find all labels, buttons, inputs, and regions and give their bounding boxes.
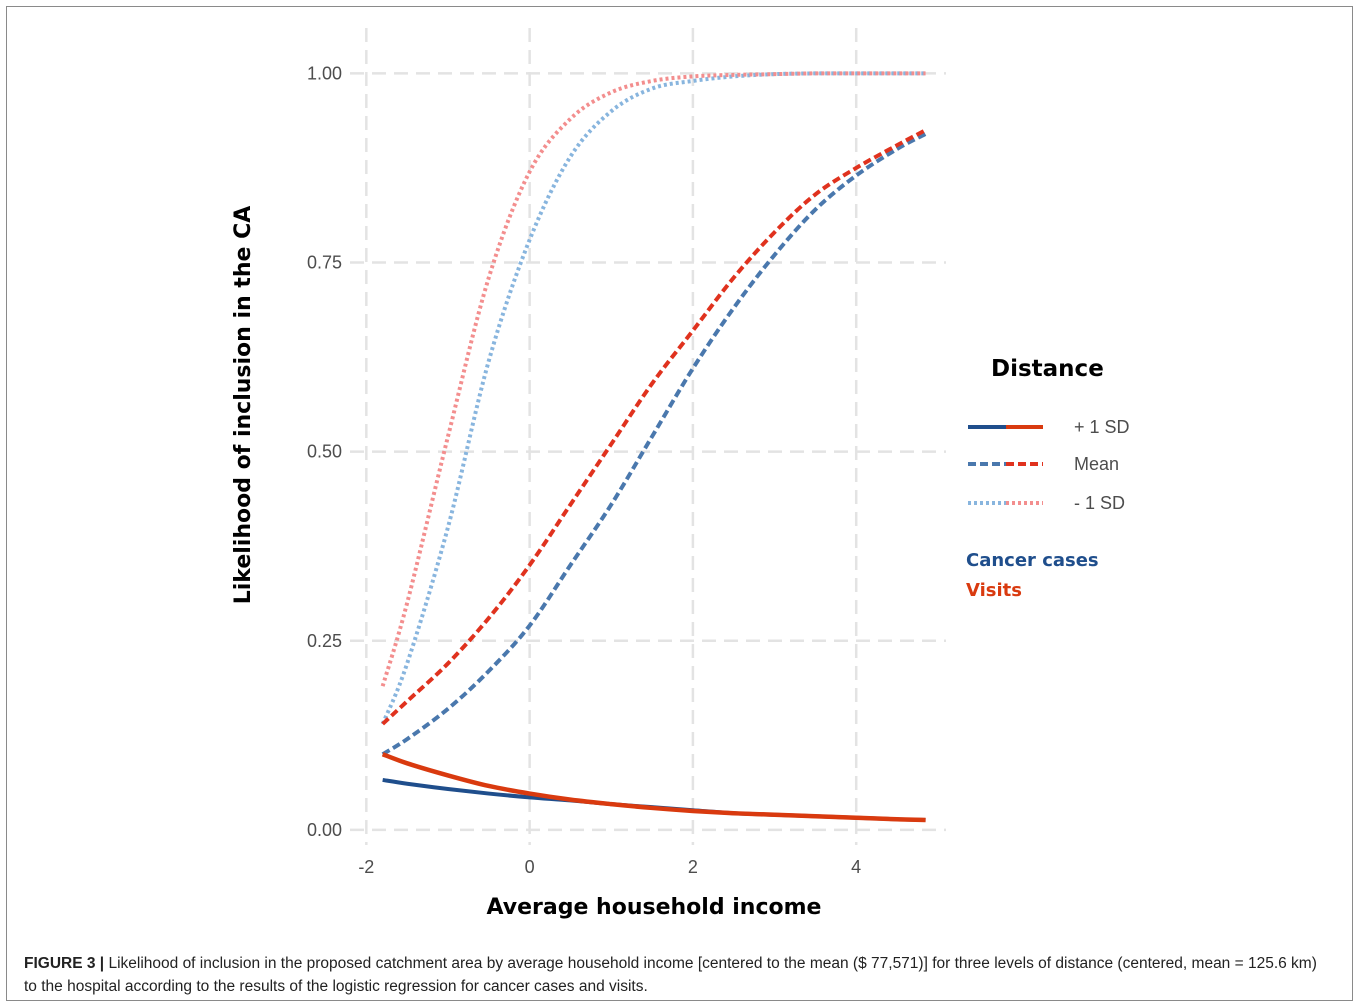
x-tick-label: 0 — [525, 857, 535, 877]
y-axis-ticks: 0.00 0.25 0.50 0.75 1.00 — [307, 63, 342, 839]
legend-group-visits: Visits — [966, 580, 1022, 601]
x-axis-ticks: -2 0 2 4 — [358, 857, 861, 877]
caption-text: Likelihood of inclusion in the proposed … — [24, 955, 1317, 995]
x-tick-label: 2 — [688, 857, 698, 877]
y-axis-title: Likelihood of inclusion in the CA — [231, 206, 256, 605]
figure-caption: FIGURE 3 | Likelihood of inclusion in th… — [24, 952, 1324, 998]
y-tick-label: 0.25 — [307, 631, 342, 651]
x-axis-title: Average household income — [487, 895, 822, 920]
figure-frame — [6, 6, 1353, 1001]
y-tick-label: 0.00 — [307, 820, 342, 840]
y-tick-label: 0.50 — [307, 442, 342, 462]
x-tick-label: 4 — [851, 857, 861, 877]
series-line-visits-1-sd — [381, 752, 926, 823]
series-line-cancer-cases-1-sd — [382, 777, 926, 823]
legend-title: Distance — [991, 356, 1104, 382]
series-line-cancer-cases-1-sd — [380, 71, 926, 725]
caption-label: FIGURE 3 | — [24, 955, 105, 972]
legend: Distance + 1 SD Mean - 1 SD Cancer cases… — [966, 356, 1130, 601]
series-line-cancer-cases-mean — [381, 132, 927, 756]
series-line-visits-1-sd — [380, 71, 926, 687]
chart: 0.00 0.25 0.50 0.75 1.00 -2 0 2 4 Average house… — [231, 28, 1130, 920]
series-line-visits-mean — [381, 128, 927, 726]
y-tick-label: 0.75 — [307, 253, 342, 273]
legend-label-minus1sd: - 1 SD — [1074, 493, 1125, 513]
series-lines — [380, 71, 927, 823]
legend-group-cancer-cases: Cancer cases — [966, 550, 1099, 571]
legend-label-mean: Mean — [1074, 454, 1119, 474]
grid — [350, 28, 946, 845]
y-tick-label: 1.00 — [307, 63, 342, 83]
x-tick-label: -2 — [358, 857, 374, 877]
legend-label-plus1sd: + 1 SD — [1074, 417, 1130, 437]
